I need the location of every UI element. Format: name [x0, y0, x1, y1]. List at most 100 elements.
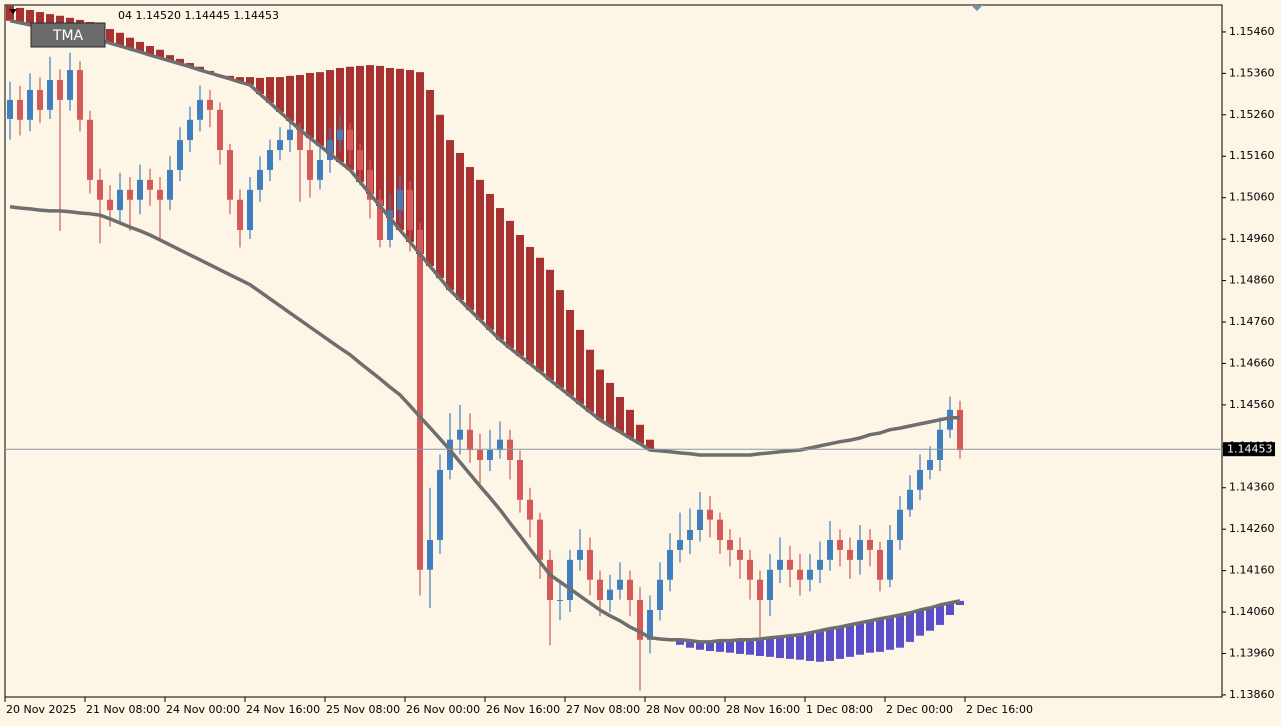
- candle-body: [907, 489, 913, 510]
- y-tick-label: 1.13860: [1229, 688, 1275, 701]
- candle-body: [87, 119, 93, 180]
- candle-body: [687, 530, 693, 540]
- y-tick-label: 1.14660: [1229, 356, 1275, 369]
- y-tick-label: 1.15060: [1229, 191, 1275, 204]
- candle-body: [457, 429, 463, 440]
- y-tick-label: 1.15260: [1229, 108, 1275, 121]
- tma-button-label[interactable]: TMA: [52, 28, 84, 44]
- lower-histogram-bar: [836, 626, 844, 659]
- candle-body: [697, 509, 703, 531]
- y-tick-label: 1.14360: [1229, 481, 1275, 494]
- upper-histogram-bar: [596, 369, 604, 420]
- y-tick-label: 1.14160: [1229, 564, 1275, 577]
- candle-body: [287, 129, 293, 141]
- lower-histogram-bar: [806, 632, 814, 661]
- lower-histogram-bar: [786, 635, 794, 659]
- candle-body: [767, 569, 773, 601]
- upper-histogram-bar: [546, 269, 554, 381]
- tma-button[interactable]: [30, 22, 106, 48]
- y-tick-label: 1.14960: [1229, 232, 1275, 245]
- candle-body: [827, 539, 833, 560]
- candle-body: [327, 140, 333, 160]
- candle-body: [647, 609, 653, 640]
- upper-histogram-bar: [626, 409, 634, 439]
- upper-histogram-bar: [516, 234, 524, 356]
- candle-body: [887, 539, 893, 580]
- candle-body: [537, 519, 543, 560]
- candle-body: [357, 150, 363, 170]
- upper-histogram-bar: [346, 66, 354, 170]
- candle-body: [17, 99, 23, 120]
- candle-body: [667, 549, 673, 580]
- upper-histogram-bar: [276, 77, 284, 112]
- candle-body: [577, 549, 583, 560]
- lower-histogram-bar: [696, 641, 704, 650]
- candle-body: [957, 409, 963, 451]
- candle-body: [117, 189, 123, 211]
- lower-histogram-bar: [926, 607, 934, 631]
- candle-body: [557, 600, 563, 602]
- plot-frame: [4, 4, 1223, 698]
- upper-histogram-bar: [436, 114, 444, 279]
- candle-body: [527, 499, 533, 520]
- lower-histogram-bar: [866, 620, 874, 653]
- candle-body: [67, 70, 73, 100]
- candle-body: [37, 89, 43, 110]
- candle-body: [477, 450, 483, 460]
- candle-body: [587, 549, 593, 580]
- upper-histogram-bar: [456, 152, 464, 301]
- candle-body: [407, 189, 413, 231]
- candle-body: [937, 429, 943, 460]
- y-tick-label: 1.15360: [1229, 66, 1275, 79]
- candle-body: [507, 439, 513, 460]
- upper-histogram-bar: [496, 208, 504, 340]
- upper-histogram-bar: [286, 75, 294, 122]
- upper-histogram-bar: [616, 396, 624, 432]
- upper-histogram-bar: [486, 193, 494, 330]
- lower-histogram-bar: [816, 630, 824, 662]
- upper-histogram-bar: [236, 77, 244, 83]
- lower-histogram-bar: [766, 637, 774, 657]
- upper-histogram-bar: [416, 72, 424, 255]
- last-price-box: [1223, 442, 1275, 457]
- upper-histogram-bar: [506, 220, 514, 349]
- candle-body: [597, 579, 603, 601]
- candle-body: [107, 199, 113, 211]
- upper-histogram-bar: [156, 49, 164, 59]
- x-tick-label: 1 Dec 08:00: [806, 703, 873, 716]
- y-tick-label: 1.14260: [1229, 522, 1275, 535]
- upper-histogram-bar: [576, 329, 584, 405]
- candle-body: [797, 569, 803, 580]
- x-tick-label: 2 Dec 00:00: [886, 703, 953, 716]
- candle-body: [237, 199, 243, 231]
- menu-icon[interactable]: [9, 9, 17, 14]
- candle-body: [297, 129, 303, 151]
- candle-body: [817, 559, 823, 570]
- upper-histogram-bar: [316, 72, 324, 146]
- candle-body: [897, 509, 903, 540]
- lower-histogram-bar: [796, 634, 804, 660]
- candle-body: [207, 99, 213, 110]
- lower-histogram-bar: [826, 628, 834, 661]
- upper-histogram-bar: [426, 89, 434, 267]
- lower-histogram-bar: [896, 614, 904, 648]
- candle-body: [677, 539, 683, 550]
- candle-body: [77, 70, 83, 120]
- candle-body: [807, 569, 813, 580]
- x-tick-label: 24 Nov 00:00: [166, 703, 240, 716]
- upper-histogram-bar: [256, 77, 264, 95]
- x-tick-label: 27 Nov 08:00: [566, 703, 640, 716]
- lower-histogram-bar: [906, 612, 914, 642]
- candle-body: [927, 459, 933, 470]
- candle-body: [187, 119, 193, 141]
- upper-histogram-bar: [116, 32, 124, 47]
- candle-body: [217, 109, 223, 151]
- lower-histogram-bar: [876, 618, 884, 652]
- candle-body: [147, 179, 153, 190]
- candle-body: [447, 439, 453, 470]
- candle-body: [747, 559, 753, 580]
- upper-histogram-bar: [606, 382, 614, 427]
- candle-body: [837, 539, 843, 550]
- lower-histogram-bar: [736, 639, 744, 654]
